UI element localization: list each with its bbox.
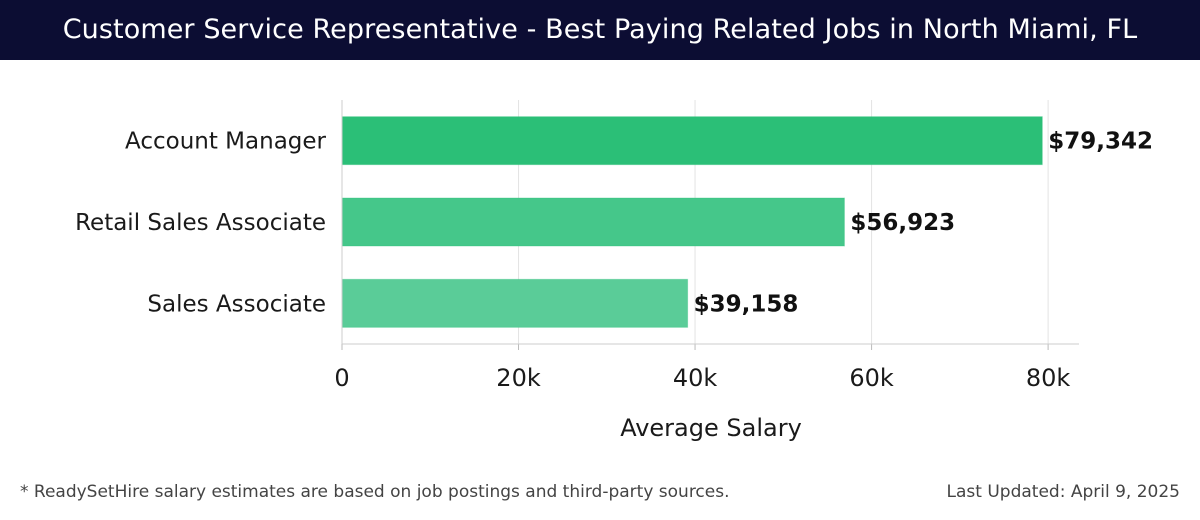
bar-retail-sales-associate <box>341 197 845 247</box>
category-label: Account Manager <box>125 129 327 155</box>
x-tick-label: 40k <box>673 364 718 392</box>
salary-bar-chart: 0 20k 40k 60k 80k Account Manager $79,342 Reta… <box>75 100 1153 442</box>
last-updated: Last Updated: April 9, 2025 <box>946 482 1180 502</box>
bar-account-manager <box>341 116 1043 166</box>
x-axis-label: Average Salary <box>620 414 802 442</box>
x-tick-label: 20k <box>496 364 541 392</box>
x-tick-label: 60k <box>849 364 894 392</box>
footer-disclaimer: * ReadySetHire salary estimates are base… <box>20 482 730 502</box>
x-axis: 0 20k 40k 60k 80k <box>334 100 1079 392</box>
category-label: Retail Sales Associate <box>75 210 326 236</box>
labels: Account Manager $79,342 Retail Sales Assoc… <box>75 129 1153 318</box>
chart-title: Customer Service Representative - Best P… <box>0 0 1200 60</box>
value-label: $79,342 <box>1048 129 1153 155</box>
value-label: $56,923 <box>850 210 955 236</box>
value-label: $39,158 <box>694 291 799 317</box>
category-label: Sales Associate <box>147 291 326 317</box>
x-tick-label: 0 <box>334 364 349 392</box>
x-tick-label: 80k <box>1026 364 1071 392</box>
bar-sales-associate <box>341 278 689 328</box>
